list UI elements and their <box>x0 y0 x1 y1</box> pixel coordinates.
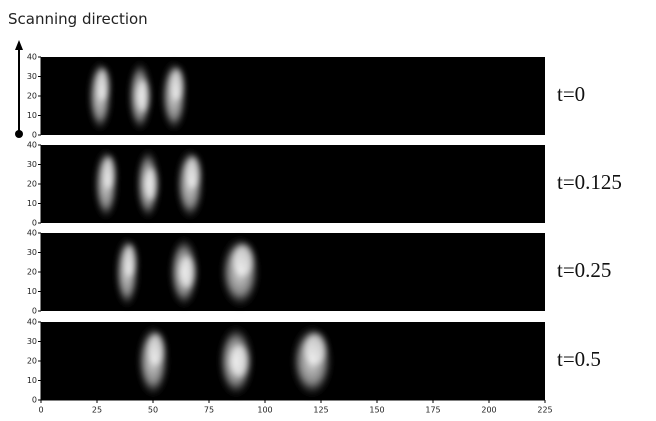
x-tick-label: 50 <box>148 406 158 415</box>
y-tick-label: 40 <box>27 229 37 238</box>
y-tick-label: 10 <box>27 376 37 385</box>
y-tick-label: 30 <box>27 337 37 346</box>
y-tick-label: 40 <box>27 53 37 62</box>
x-tick-label: 225 <box>537 406 552 415</box>
y-tick-label: 20 <box>27 180 37 189</box>
panel-label: t=0.5 <box>557 347 601 371</box>
intensity-blob <box>148 333 164 365</box>
y-tick-label: 30 <box>27 72 37 81</box>
y-tick-label: 10 <box>27 287 37 296</box>
intensity-blob <box>124 244 136 276</box>
x-tick-label: 125 <box>313 406 328 415</box>
arrow-tail <box>15 130 23 138</box>
image-content <box>137 324 333 398</box>
y-tick-label: 40 <box>27 318 37 327</box>
image-panel <box>41 145 545 223</box>
y-tick-label: 30 <box>27 248 37 257</box>
intensity-blob <box>137 80 149 112</box>
arrow-head <box>15 40 23 50</box>
y-tick-label: 0 <box>32 131 37 140</box>
y-tick-label: 20 <box>27 92 37 101</box>
y-tick-label: 40 <box>27 141 37 150</box>
y-tick-label: 20 <box>27 268 37 277</box>
y-tick-label: 0 <box>32 219 37 228</box>
image-content <box>115 235 260 309</box>
intensity-blob <box>103 156 115 188</box>
intensity-blob <box>230 345 248 377</box>
y-tick-label: 0 <box>32 396 37 405</box>
y-tick-label: 0 <box>32 307 37 316</box>
x-tick-label: 75 <box>204 406 214 415</box>
x-tick-label: 200 <box>481 406 496 415</box>
x-tick-label: 100 <box>257 406 272 415</box>
panel-label: t=0 <box>557 82 585 106</box>
y-tick-label: 20 <box>27 357 37 366</box>
panel-label: t=0.25 <box>557 258 611 282</box>
intensity-blob <box>233 244 253 276</box>
y-tick-label: 10 <box>27 111 37 120</box>
image-content <box>94 147 204 221</box>
x-tick-label: 0 <box>38 406 43 415</box>
intensity-blob <box>304 333 326 365</box>
panel-label: t=0.125 <box>557 170 622 194</box>
x-tick-label: 25 <box>92 406 102 415</box>
image-content <box>88 59 187 133</box>
intensity-blob <box>179 256 195 288</box>
x-tick-label: 150 <box>369 406 384 415</box>
y-tick-label: 30 <box>27 160 37 169</box>
figure-title: Scanning direction <box>8 10 148 28</box>
intensity-blob <box>145 168 157 200</box>
y-tick-label: 10 <box>27 199 37 208</box>
intensity-blob <box>97 68 109 100</box>
x-tick-label: 175 <box>425 406 440 415</box>
image-panel <box>41 57 545 135</box>
intensity-blob <box>186 156 200 188</box>
intensity-blob <box>170 68 184 100</box>
